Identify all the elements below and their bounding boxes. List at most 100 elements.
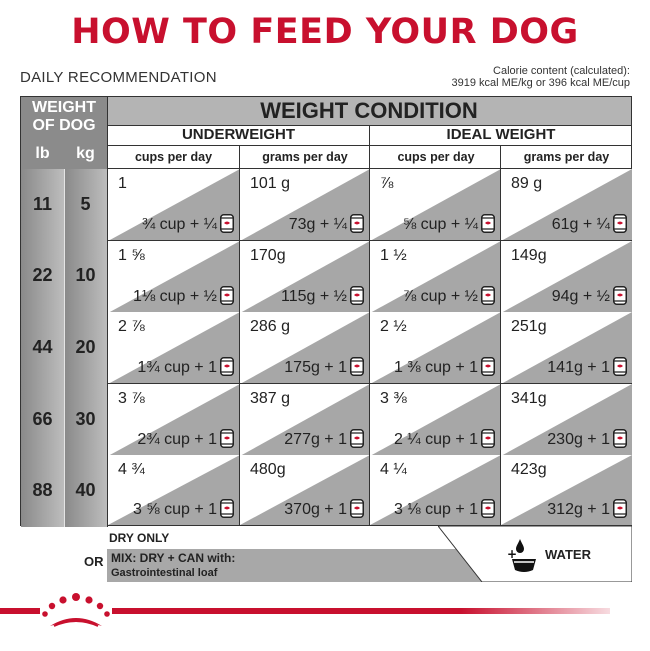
mix-amount: 73g + ¼ (288, 216, 347, 233)
mix-amount: ⅝ cup + ¼ (402, 216, 478, 233)
header-line-1 (107, 125, 631, 126)
dry-amount: 251g (511, 318, 547, 335)
diagonal-band (371, 169, 500, 240)
dry-amount: 423g (511, 461, 547, 478)
row-kg-value: 5 (80, 193, 91, 214)
can-icon (350, 286, 364, 305)
dry-amount: 89 g (511, 175, 543, 192)
diagonal-band (240, 455, 369, 525)
feeding-cell: 149g 94g + ½ (501, 241, 632, 313)
mix-amount: 141g + 1 (547, 359, 610, 376)
mix-amount: 370g + 1 (284, 501, 347, 518)
subhead-cups-underweight: cups per day (108, 145, 239, 169)
dry-amount: 480g (250, 461, 286, 478)
subhead-grams-underweight: grams per day (240, 145, 370, 169)
dry-only-label: DRY ONLY (109, 531, 170, 545)
mix-line-2: Gastrointestinal loaf (111, 567, 218, 579)
dry-amount: 341g (511, 390, 547, 407)
mix-amount: 3 ⅛ cup + 1 (393, 501, 478, 518)
row-kg-value: 20 (75, 337, 96, 357)
feeding-cell: 89 g 61g + ¼ (501, 169, 632, 241)
feeding-cell: 1 ¾ cup + ¼ (108, 169, 240, 241)
mix-amount: 2 ¼ cup + 1 (393, 431, 478, 448)
dry-amount: 4 ¾ (118, 461, 145, 478)
can-icon (220, 357, 234, 376)
dry-amount: 2 ½ (380, 318, 407, 335)
diagonal-band (502, 241, 632, 312)
feeding-table: WEIGHT OF DOG lb kg WEIGHT CONDITION UND… (20, 96, 632, 527)
mix-amount: ⅞ cup + ½ (402, 288, 478, 305)
feeding-cell: 4 ¾ 3 ⅝ cup + 1 (108, 455, 240, 525)
feeding-cell: 3 ⅜ 2 ¼ cup + 1 (370, 384, 501, 456)
diagonal-band (501, 455, 632, 525)
diagonal-band (109, 312, 239, 383)
diagonal-band (109, 384, 239, 455)
can-icon (613, 429, 627, 448)
mix-amount: 115g + ½ (281, 288, 347, 305)
can-icon (220, 499, 234, 518)
svg-text:+: + (507, 547, 517, 561)
weight-header-line-1: WEIGHT (32, 99, 96, 116)
diagonal-band (241, 241, 369, 312)
dry-amount: 149g (511, 247, 547, 264)
can-icon (350, 499, 364, 518)
can-icon (350, 429, 364, 448)
feeding-cell: 3 ⅞ 2¾ cup + 1 (108, 384, 240, 456)
feeding-cell: 341g 230g + 1 (501, 384, 632, 456)
can-icon (613, 286, 627, 305)
water-label: WATER (545, 547, 591, 562)
diagonal-band (241, 312, 369, 383)
diagonal-band (241, 384, 369, 455)
brand-bar-left (0, 608, 40, 614)
subhead-grams-ideal: grams per day (502, 145, 631, 169)
can-icon (613, 357, 627, 376)
diagonal-band (109, 241, 239, 312)
weight-condition-header: WEIGHT CONDITION (107, 97, 631, 125)
can-icon (613, 214, 627, 233)
water-bowl-icon: + (507, 539, 536, 572)
unit-lb: lb (35, 145, 50, 162)
weight-of-dog-header: WEIGHT OF DOG lb kg (21, 97, 107, 169)
diagonal-band (502, 312, 632, 383)
dry-amount: ⅞ (380, 175, 394, 192)
feeding-cell: 4 ¼ 3 ⅛ cup + 1 (370, 455, 501, 525)
mix-amount: 2¾ cup + 1 (137, 431, 217, 448)
royal-canin-crown-icon (42, 593, 110, 627)
mix-amount: 1¾ cup + 1 (137, 359, 217, 376)
diagonal-band (370, 455, 500, 525)
group-ideal-weight: IDEAL WEIGHT (371, 125, 631, 145)
water-box (438, 526, 632, 582)
group-divider (369, 125, 370, 169)
header-line-2 (107, 145, 631, 146)
dry-amount: 286 g (250, 318, 291, 335)
calorie-content: Calorie content (calculated): 3919 kcal … (451, 65, 630, 89)
row-lb-value: 44 (32, 337, 53, 357)
row-kg-value: 40 (75, 480, 96, 501)
mix-amount: 94g + ½ (551, 288, 610, 305)
unit-kg: kg (76, 145, 95, 162)
mix-band (107, 549, 485, 582)
feeding-cell: 423g 312g + 1 (501, 455, 632, 525)
can-icon (350, 357, 364, 376)
mix-amount: 175g + 1 (284, 359, 347, 376)
page-title: HOW TO FEED YOUR DOG (71, 12, 579, 52)
feeding-cell: 2 ½ 1 ⅜ cup + 1 (370, 312, 501, 384)
feeding-cell: 251g 141g + 1 (501, 312, 632, 384)
dry-amount: 1 ½ (380, 247, 407, 264)
row-lb-value: 88 (32, 480, 53, 501)
can-icon (220, 429, 234, 448)
feeding-cell: 387 g 277g + 1 (240, 384, 370, 456)
diagonal-band (371, 384, 500, 455)
mix-amount: 312g + 1 (547, 501, 610, 518)
lb-column (21, 169, 64, 527)
can-icon (613, 499, 627, 518)
group-underweight: UNDERWEIGHT (108, 125, 369, 145)
mix-amount: 3 ⅝ cup + 1 (132, 501, 217, 518)
can-icon (220, 214, 234, 233)
subhead-cups-ideal: cups per day (371, 145, 501, 169)
row-lb-value: 22 (32, 265, 53, 286)
mix-amount: 1⅛ cup + ½ (132, 288, 217, 305)
row-kg-value: 30 (75, 408, 96, 429)
dry-amount: 1 (118, 175, 127, 192)
feeding-cell: 1 ⅝ 1⅛ cup + ½ (108, 241, 240, 313)
